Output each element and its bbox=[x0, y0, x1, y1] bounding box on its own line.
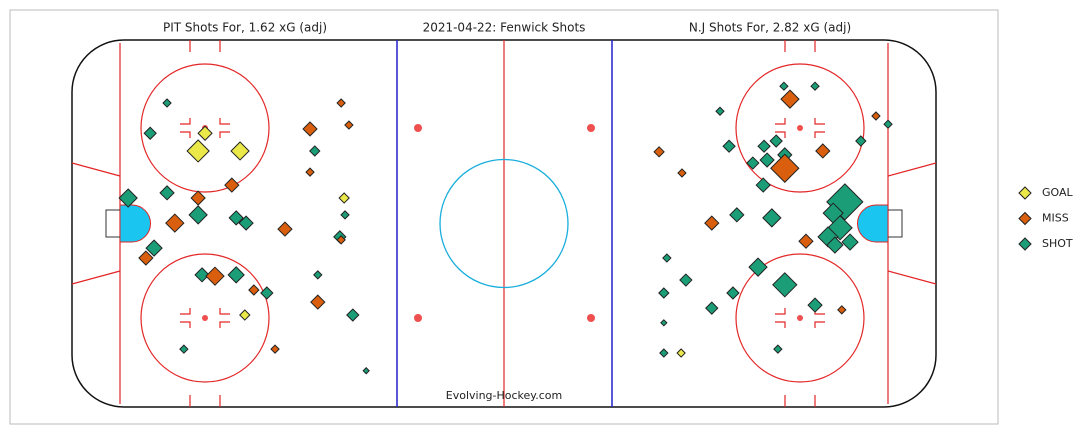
shot-marker bbox=[748, 257, 768, 277]
shot-marker bbox=[798, 233, 814, 249]
shot-marker bbox=[726, 286, 740, 300]
legend-label: GOAL bbox=[1042, 186, 1074, 199]
shot-marker bbox=[313, 270, 323, 280]
shot-marker bbox=[179, 344, 189, 354]
shot-marker bbox=[780, 89, 800, 109]
shot-marker bbox=[807, 297, 823, 313]
shot-marker bbox=[260, 286, 274, 300]
shot-marker bbox=[779, 81, 789, 91]
legend-label: SHOT bbox=[1042, 237, 1073, 250]
frame bbox=[9, 9, 999, 425]
shot-marker bbox=[679, 273, 693, 287]
legend-marker bbox=[1018, 211, 1032, 226]
shot-marker bbox=[871, 111, 881, 121]
shot-marker bbox=[227, 266, 245, 284]
rink bbox=[71, 39, 937, 408]
shot-marker bbox=[659, 348, 669, 358]
shot-marker bbox=[310, 294, 326, 310]
shot-marker bbox=[757, 139, 771, 153]
shot-marker bbox=[653, 146, 665, 158]
shot-marker bbox=[188, 205, 208, 225]
shot-marker bbox=[338, 192, 350, 204]
shot-marker bbox=[248, 284, 260, 296]
shot-marker bbox=[715, 106, 725, 116]
shot-marker bbox=[722, 139, 736, 153]
shot-marker bbox=[230, 141, 250, 161]
annotation: Evolving-Hockey.com bbox=[446, 389, 562, 402]
shot-marker bbox=[194, 267, 210, 283]
legend-marker bbox=[1018, 186, 1032, 200]
legend-label: MISS bbox=[1042, 212, 1069, 225]
shot-marker bbox=[677, 168, 687, 178]
shot-marker bbox=[336, 235, 346, 245]
shot-marker bbox=[228, 210, 244, 226]
shot-marker bbox=[883, 119, 893, 129]
shot-marker bbox=[660, 319, 668, 327]
shot-marker bbox=[855, 135, 867, 147]
shot-marker bbox=[658, 287, 670, 299]
shot-marker bbox=[239, 309, 251, 321]
shot-marker bbox=[826, 236, 844, 254]
shot-marker bbox=[810, 81, 820, 91]
shot-marker bbox=[336, 98, 346, 108]
shot-marker bbox=[676, 348, 686, 358]
left-title: PIT Shots For, 1.62 xG (adj) bbox=[163, 21, 327, 35]
shot-marker bbox=[773, 344, 783, 354]
shot-marker bbox=[277, 221, 293, 237]
shot-marker bbox=[270, 344, 280, 354]
shot-marker bbox=[759, 152, 775, 168]
shot-marker bbox=[340, 210, 350, 220]
shot-marker bbox=[772, 272, 798, 298]
shot-marker bbox=[190, 190, 206, 206]
shot-marker bbox=[346, 308, 360, 322]
shot-marker bbox=[138, 250, 154, 266]
shot-marker bbox=[729, 207, 745, 223]
shot-marker bbox=[145, 239, 163, 257]
shot-marker bbox=[238, 215, 254, 231]
shot-marker bbox=[162, 98, 172, 108]
shot-marker bbox=[302, 121, 318, 137]
shot-marker bbox=[837, 305, 847, 315]
shot-marker bbox=[224, 177, 240, 193]
shot-marker bbox=[186, 139, 210, 163]
shot-marker bbox=[205, 266, 225, 286]
shot-marker bbox=[705, 301, 719, 315]
shot-marker bbox=[815, 143, 831, 159]
shot-marker bbox=[769, 134, 783, 148]
chart-title: 2021-04-22: Fenwick Shots bbox=[423, 21, 586, 35]
shot-marker bbox=[344, 120, 354, 130]
shot-marker bbox=[165, 213, 185, 233]
shot-marker bbox=[762, 208, 782, 228]
shot-marker bbox=[841, 233, 859, 251]
shot-marker bbox=[197, 125, 213, 141]
shot-marker bbox=[827, 215, 853, 241]
legend-marker bbox=[1018, 237, 1032, 251]
shot-marker bbox=[305, 167, 315, 177]
shot-marker bbox=[143, 126, 157, 140]
shot-marker bbox=[362, 367, 370, 375]
shot-marker bbox=[704, 215, 720, 231]
shot-marker bbox=[118, 188, 138, 208]
shot-marker bbox=[662, 253, 672, 263]
shot-marker bbox=[770, 153, 800, 183]
shot-marker bbox=[755, 177, 771, 193]
shot-marker bbox=[746, 156, 760, 170]
shot-marker bbox=[309, 145, 321, 157]
shot-marker bbox=[159, 185, 175, 201]
right-title: N.J Shots For, 2.82 xG (adj) bbox=[689, 21, 851, 35]
